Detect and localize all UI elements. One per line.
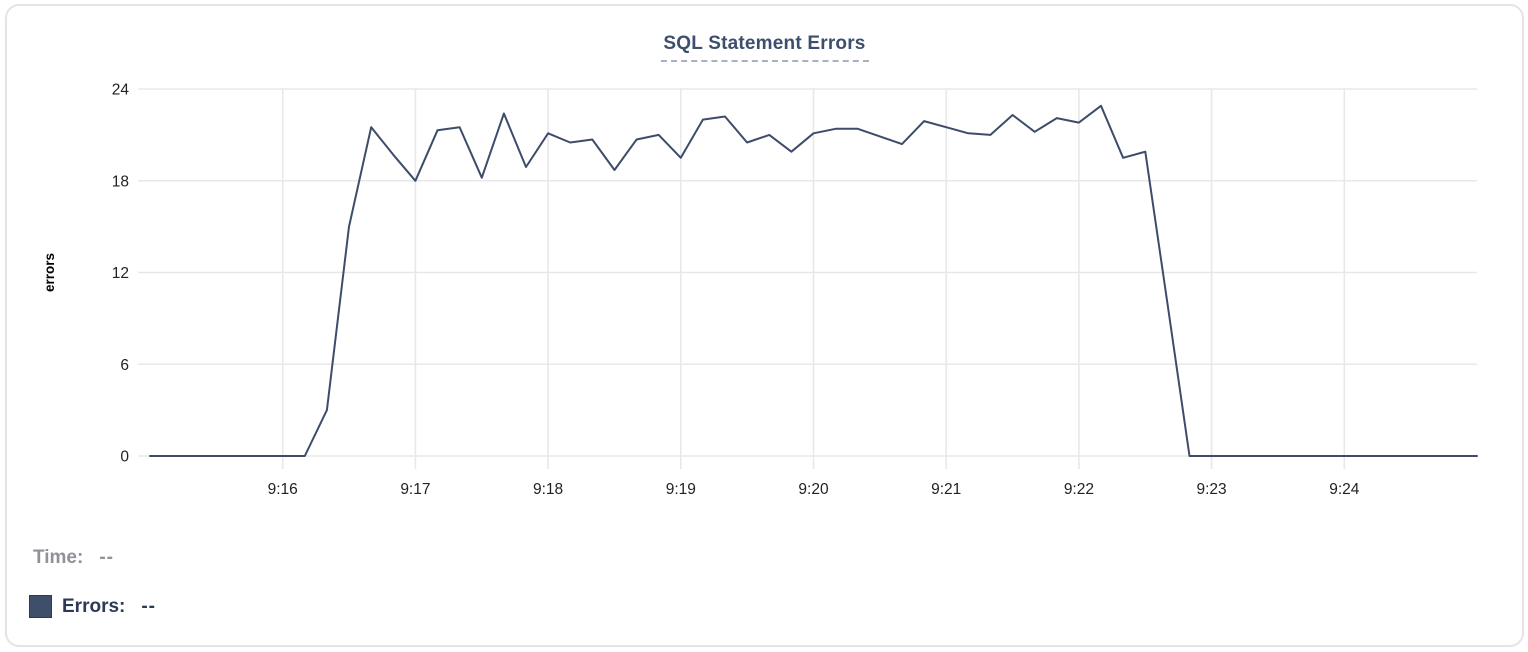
y-tick-label: 6 xyxy=(120,357,129,374)
x-tick-label: 9:21 xyxy=(931,481,961,498)
x-tick-label: 9:24 xyxy=(1329,481,1360,498)
y-tick-label: 12 xyxy=(112,265,129,282)
chart-title[interactable]: SQL Statement Errors xyxy=(660,33,869,62)
chart-card: SQL Statement Errors 0 6 12 18 24 9:16 9:17 9:1… xyxy=(5,4,1524,647)
errors-label: Errors: xyxy=(62,595,126,617)
time-value: -- xyxy=(99,547,114,568)
x-tick-label: 9:18 xyxy=(533,481,563,498)
errors-series-line[interactable] xyxy=(149,104,1478,457)
x-tick-label: 9:16 xyxy=(268,481,298,498)
y-tick-label: 0 xyxy=(120,449,129,466)
x-tick-label: 9:19 xyxy=(666,481,696,498)
x-tick-label: 9:22 xyxy=(1064,481,1094,498)
time-label: Time: xyxy=(33,547,84,568)
errors-value: -- xyxy=(141,595,157,617)
errors-series-swatch xyxy=(29,595,52,618)
readout-errors-row: Errors: -- xyxy=(29,595,156,618)
readout-time-row: Time: -- xyxy=(33,547,114,569)
x-tick-label: 9:20 xyxy=(798,481,829,498)
y-axis-title: errors xyxy=(42,253,57,292)
y-tick-label: 18 xyxy=(112,173,129,190)
y-tick-label: 24 xyxy=(112,82,130,99)
x-tick-label: 9:23 xyxy=(1197,481,1227,498)
errors-line-chart[interactable]: 0 6 12 18 24 9:16 9:17 9:18 9:19 9:20 9:21 9:22 9:23… xyxy=(7,64,1528,504)
x-tick-label: 9:17 xyxy=(400,481,430,498)
